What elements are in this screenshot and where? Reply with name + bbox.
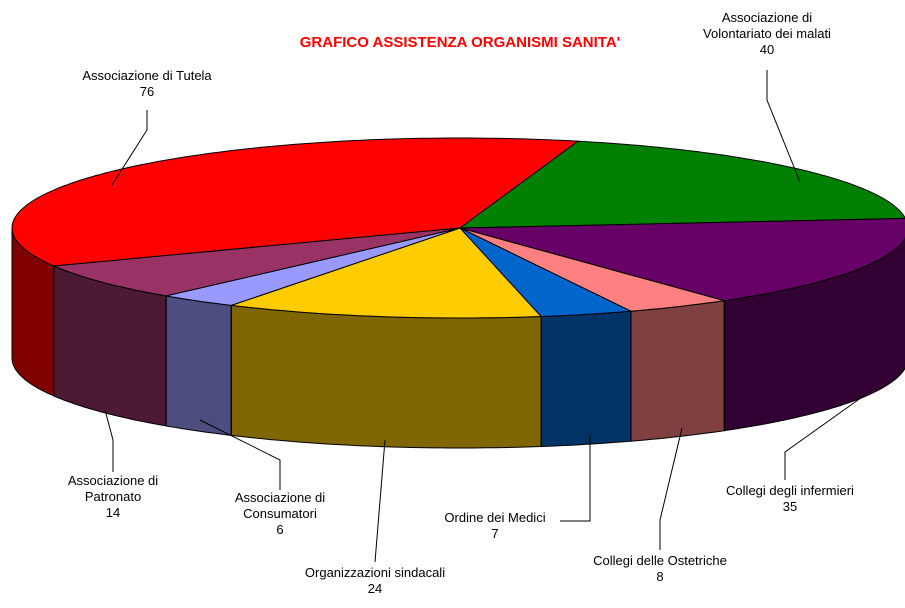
category-name: Associazione di Patronato	[67, 473, 159, 504]
value-label: 6	[276, 522, 284, 537]
slice	[11, 137, 580, 267]
slice-label: Associazione di Volontariato dei malati 4…	[687, 10, 847, 58]
leader-lines	[104, 70, 866, 563]
slice-side	[230, 304, 542, 449]
leader-line	[560, 435, 591, 522]
category-name: Collegi degli infermieri	[726, 483, 854, 498]
slice-side	[540, 310, 632, 448]
value-label: 24	[367, 581, 383, 596]
slice-label: Associazione di Patronato 14	[53, 473, 173, 521]
category-name: Collegi delle Ostetriche	[593, 553, 727, 568]
slice	[459, 217, 905, 302]
value-label: 14	[105, 505, 121, 520]
chart-title: GRAFICO ASSISTENZA ORGANISMI SANITA'	[299, 34, 621, 51]
leader-line	[111, 110, 148, 186]
slice	[231, 227, 543, 319]
value-label: 8	[656, 569, 664, 584]
leader-line	[199, 419, 281, 490]
category-name: Associazione di Volontariato dei malati	[703, 10, 831, 41]
slice-label: Collegi degli infermieri 35	[680, 483, 900, 515]
category-name: Associazione di Consumatori	[234, 490, 326, 521]
value-label: 40	[759, 42, 775, 57]
value-label: 7	[491, 526, 499, 541]
slice-label: Ordine dei Medici 7	[415, 510, 575, 542]
leader-line	[104, 409, 114, 472]
category-name: Organizzazioni sindacali	[304, 565, 446, 580]
slice	[52, 227, 461, 297]
leader-line	[374, 439, 386, 563]
slice-label: Associazione di Tutela 76	[47, 68, 247, 100]
leader-line	[659, 427, 683, 550]
category-name: Associazione di Tutela	[82, 68, 212, 83]
slice-label: Collegi delle Ostetriche 8	[560, 553, 760, 585]
value-label: 35	[782, 499, 798, 514]
value-label: 76	[139, 84, 155, 99]
slice-label: Associazione di Consumatori 6	[220, 490, 340, 538]
leader-line	[784, 394, 866, 480]
leader-line	[766, 70, 801, 183]
slice-side	[165, 295, 232, 436]
slice	[165, 227, 461, 306]
slice	[458, 140, 905, 229]
category-name: Ordine dei Medici	[444, 510, 546, 525]
slice-side	[630, 300, 725, 442]
slice-label: Organizzazioni sindacali 24	[275, 565, 475, 597]
slice	[459, 227, 633, 318]
slice	[459, 227, 725, 312]
